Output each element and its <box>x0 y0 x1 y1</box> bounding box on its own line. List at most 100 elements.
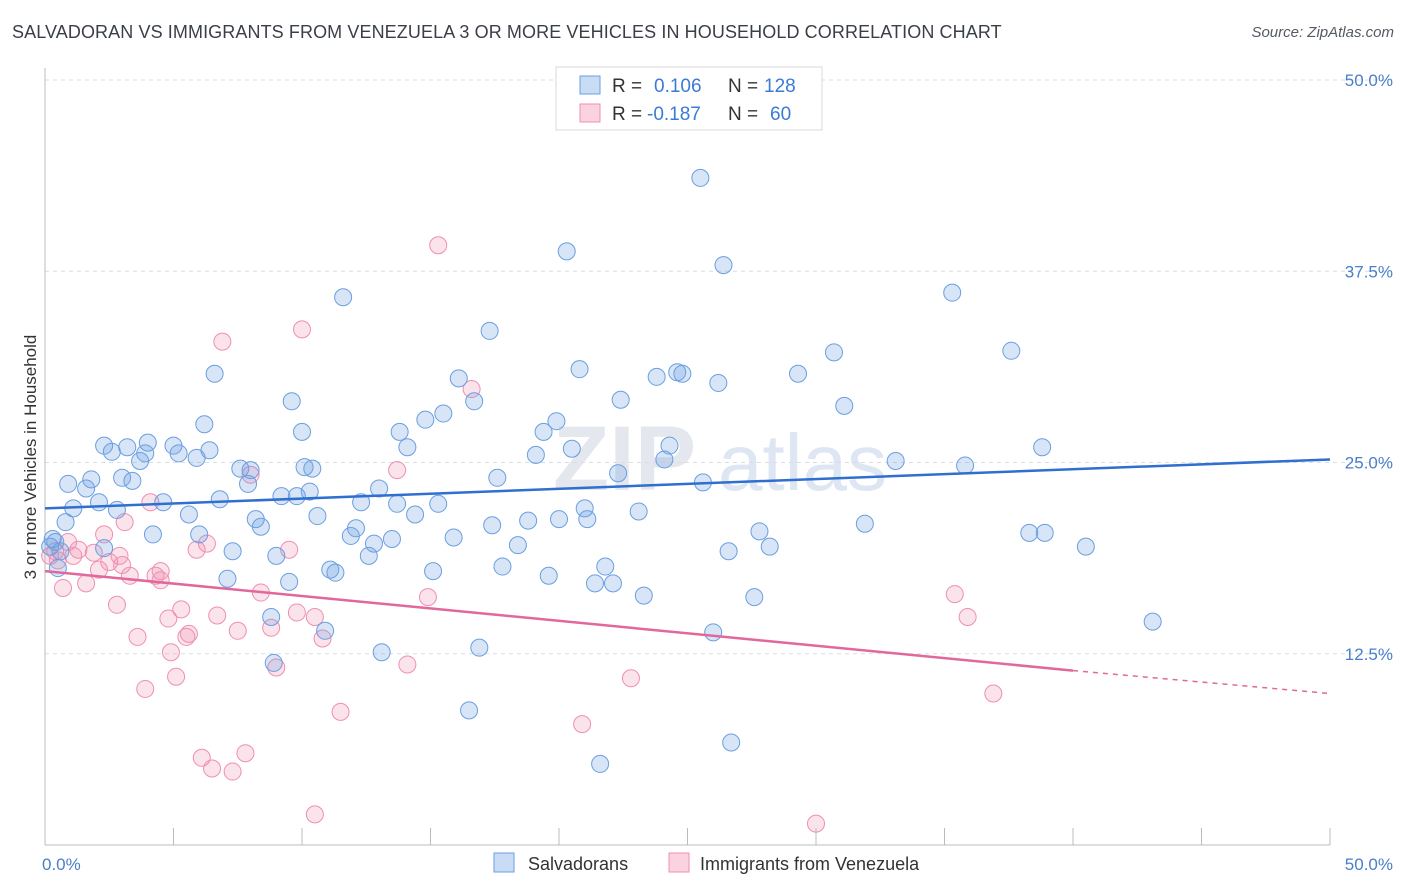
point-salvadorans <box>789 364 808 383</box>
point-venezuela <box>120 566 139 585</box>
point-venezuela <box>107 595 126 614</box>
point-salvadorans <box>1035 523 1054 542</box>
point-salvadorans <box>704 623 723 642</box>
point-salvadorans <box>43 530 62 548</box>
point-salvadorans <box>519 511 538 530</box>
point-salvadorans <box>434 404 453 423</box>
point-salvadorans <box>534 422 553 441</box>
point-salvadorans <box>526 445 545 464</box>
point-venezuela <box>305 608 324 627</box>
point-venezuela <box>429 236 448 255</box>
point-salvadorans <box>77 479 96 498</box>
point-salvadorans <box>465 392 484 411</box>
point-salvadorans <box>508 536 527 555</box>
point-salvadorans <box>609 464 628 483</box>
point-salvadorans <box>267 546 286 565</box>
stats-r-value-blue: 0.106 <box>654 76 702 97</box>
point-salvadorans <box>714 256 733 275</box>
gridlines <box>45 79 1392 655</box>
point-salvadorans <box>388 494 407 513</box>
point-salvadorans <box>190 525 209 544</box>
y-tick-label: 12.5% <box>1345 645 1393 664</box>
point-venezuela <box>128 627 147 646</box>
point-salvadorans <box>1020 523 1039 542</box>
point-salvadorans <box>578 510 597 529</box>
stats-legend-swatch-pink <box>579 103 601 123</box>
point-salvadorans <box>210 490 229 509</box>
point-salvadorans <box>218 569 237 588</box>
x-tick-label-min: 0.0% <box>42 855 81 874</box>
stats-n-label-blue: N = <box>728 76 758 97</box>
point-salvadorans <box>760 537 779 556</box>
point-salvadorans <box>89 493 108 512</box>
point-salvadorans <box>390 422 409 441</box>
point-salvadorans <box>179 505 198 524</box>
point-salvadorans <box>673 364 692 383</box>
point-salvadorans <box>334 288 353 307</box>
point-venezuela <box>573 715 592 734</box>
point-venezuela <box>53 578 72 597</box>
point-salvadorans <box>634 586 653 605</box>
trend-line-salvadorans <box>44 458 1331 510</box>
point-venezuela <box>418 588 437 607</box>
trend-line-venezuela-extension <box>1072 669 1331 695</box>
point-salvadorans <box>352 493 371 512</box>
stats-legend-swatch-blue <box>579 75 601 95</box>
point-salvadorans <box>1076 537 1095 556</box>
legend-swatch-venezuela <box>668 852 690 873</box>
point-salvadorans <box>262 608 281 627</box>
point-salvadorans <box>722 733 741 752</box>
stats-r-label-pink: R = <box>612 104 642 125</box>
stats-n-value-blue: 128 <box>764 76 796 97</box>
point-salvadorans <box>82 470 101 489</box>
point-venezuela <box>203 759 222 778</box>
point-salvadorans <box>470 638 489 657</box>
series-venezuela-points <box>41 236 1003 833</box>
point-venezuela <box>388 461 407 480</box>
point-salvadorans <box>372 643 391 662</box>
point-venezuela <box>293 320 311 339</box>
point-salvadorans <box>547 412 566 431</box>
point-salvadorans <box>745 588 764 607</box>
point-venezuela <box>161 643 180 662</box>
point-salvadorans <box>493 557 512 576</box>
point-salvadorans <box>562 439 581 458</box>
point-venezuela <box>151 571 170 590</box>
point-salvadorans <box>550 510 568 529</box>
point-venezuela <box>621 669 640 688</box>
point-salvadorans <box>239 474 258 493</box>
point-venezuela <box>287 603 306 622</box>
point-venezuela <box>141 493 160 512</box>
point-salvadorans <box>169 444 188 463</box>
point-salvadorans <box>56 513 75 532</box>
point-salvadorans <box>449 369 468 388</box>
point-salvadorans <box>131 451 150 470</box>
axes <box>44 68 1331 846</box>
point-venezuela <box>331 702 350 721</box>
point-venezuela <box>167 667 186 686</box>
point-salvadorans <box>280 572 299 591</box>
point-salvadorans <box>346 519 365 538</box>
stats-n-value-pink: 60 <box>770 104 791 125</box>
point-venezuela <box>179 624 198 643</box>
point-salvadorans <box>272 487 291 506</box>
point-salvadorans <box>709 373 728 392</box>
point-salvadorans <box>406 505 425 524</box>
point-salvadorans <box>886 451 905 470</box>
point-venezuela <box>945 585 964 604</box>
point-salvadorans <box>750 522 769 541</box>
point-salvadorans <box>200 441 219 460</box>
point-salvadorans <box>398 438 417 457</box>
point-salvadorans <box>416 410 435 429</box>
point-salvadorans <box>321 560 340 579</box>
point-venezuela <box>95 525 114 544</box>
point-venezuela <box>159 609 178 628</box>
point-venezuela <box>187 540 206 559</box>
legend-label-venezuela: Immigrants from Venezuela <box>700 854 920 874</box>
point-salvadorans <box>59 474 78 493</box>
point-salvadorans <box>123 471 142 490</box>
point-salvadorans <box>483 516 502 535</box>
point-venezuela <box>77 574 96 593</box>
point-salvadorans <box>118 438 137 457</box>
point-salvadorans <box>138 433 157 452</box>
